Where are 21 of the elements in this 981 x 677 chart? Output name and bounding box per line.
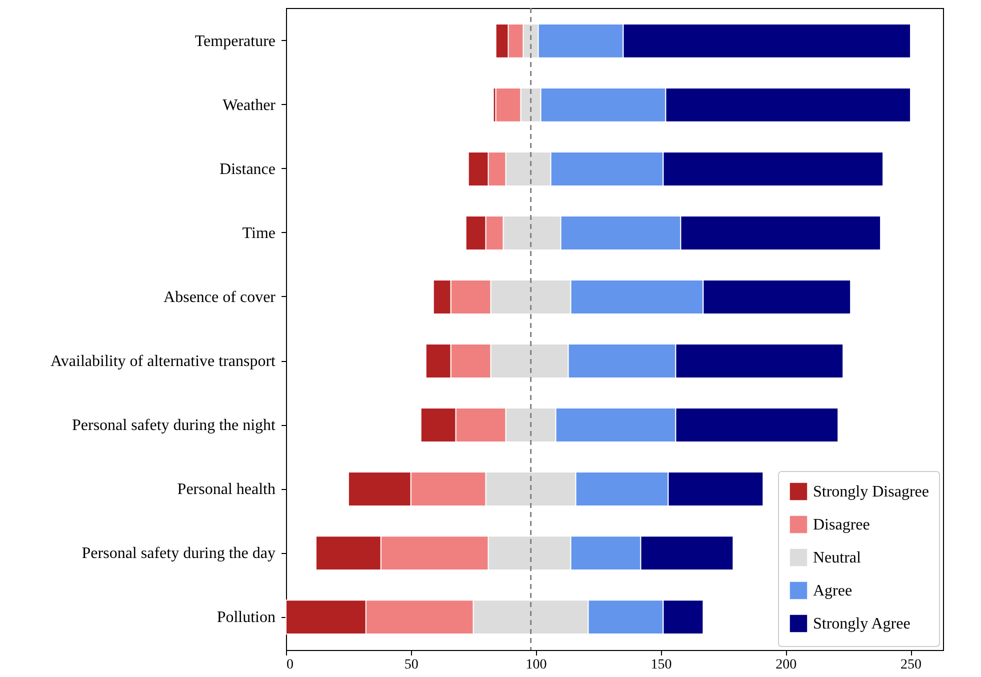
legend-label: Strongly Disagree xyxy=(813,484,929,500)
legend-label: Strongly Agree xyxy=(813,616,910,632)
y-tick-label: Weather xyxy=(222,96,276,114)
y-tick-label: Availability of alternative transport xyxy=(50,353,276,370)
legend-label: Disagree xyxy=(813,516,870,534)
x-tick-label: 100 xyxy=(526,658,547,672)
x-tick-label: 200 xyxy=(776,658,797,672)
y-tick-label: Personal safety during the night xyxy=(72,417,276,434)
x-tick-label: 50 xyxy=(404,658,418,672)
legend-label: Neutral xyxy=(813,550,862,566)
y-tick-label: Time xyxy=(242,224,276,242)
y-tick-label: Personal safety during the day xyxy=(82,545,276,562)
y-tick-label: Personal health xyxy=(177,481,276,498)
x-tick-label: 0 xyxy=(286,658,294,672)
y-tick-label: Pollution xyxy=(216,609,276,626)
x-tick-label: 250 xyxy=(900,658,922,672)
y-tick-label: Absence of cover xyxy=(164,288,276,306)
y-tick-label: Distance xyxy=(220,160,276,178)
x-tick-label: 150 xyxy=(650,658,672,672)
legend-label: Agree xyxy=(813,582,852,600)
y-tick-label: Temperature xyxy=(194,32,276,50)
